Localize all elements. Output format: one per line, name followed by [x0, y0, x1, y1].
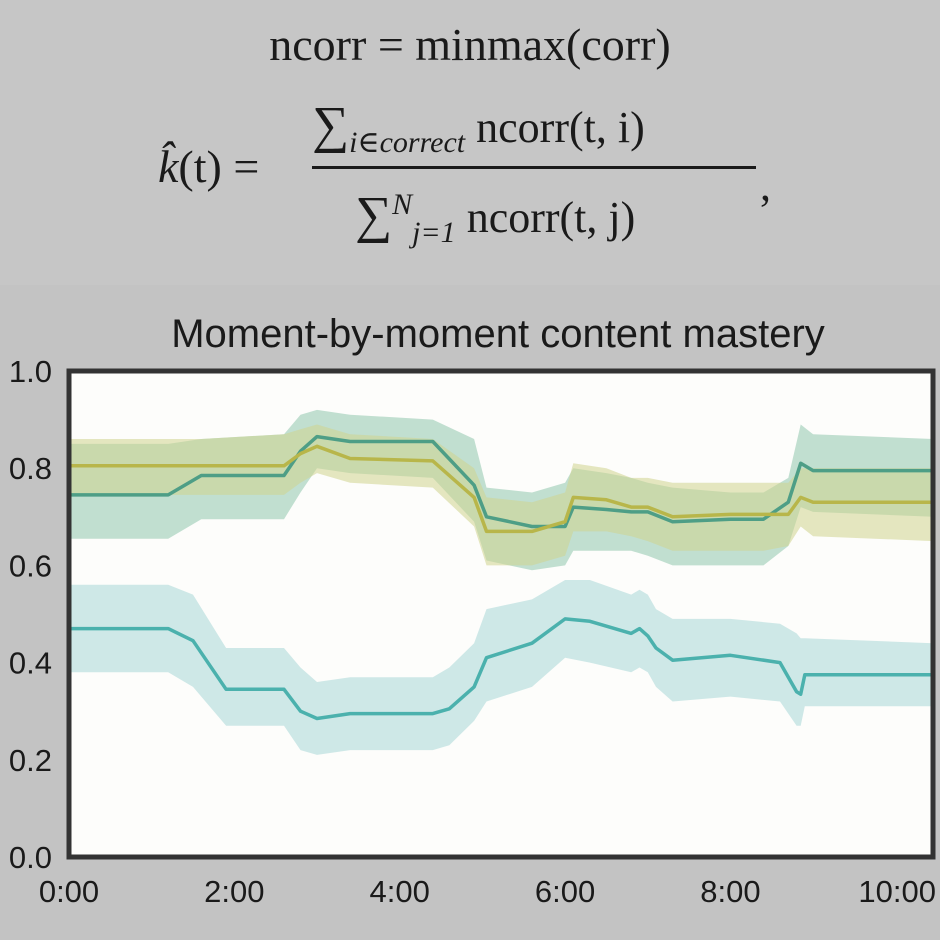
y-axis: 0.0 0.2 0.4 0.6 0.8 1.0	[9, 354, 52, 875]
numerator-body: ncorr(t, i)	[465, 103, 645, 152]
mastery-chart: Moment-by-moment content mastery 0.00.20…	[9, 312, 936, 909]
k-hat-symbol: k̂	[158, 141, 179, 192]
denominator-sum-superscript: N	[392, 188, 413, 221]
series-2-line	[69, 444, 933, 534]
x-tick-label: 10:00	[858, 874, 936, 909]
fraction-numerator: ∑i∈correct ncorr(t, i)	[312, 96, 762, 160]
y-tick-label: 0.8	[9, 451, 52, 486]
k-hat-args: (t) =	[178, 141, 260, 192]
y-tick-label: 0.2	[9, 743, 52, 778]
denominator-sum-symbol: ∑	[355, 187, 393, 244]
chart-title: Moment-by-moment content mastery	[171, 312, 825, 356]
y-tick-label: 0.6	[9, 548, 52, 583]
x-tick-label: 2:00	[204, 874, 264, 909]
fraction-bar	[312, 166, 756, 169]
series-lines	[69, 434, 933, 721]
x-tick-label: 6:00	[535, 874, 595, 909]
y-tick-label: 0.4	[9, 646, 52, 681]
equation-k-hat-lhs: k̂(t) =	[158, 140, 259, 193]
x-tick-label: 0:00	[39, 874, 99, 909]
series-2-band	[69, 424, 933, 566]
x-tick-label: 8:00	[700, 874, 760, 909]
plot-frame	[66, 368, 936, 860]
x-axis: 0:00 2:00 4:00 6:00 8:00 10:00	[39, 874, 936, 909]
y-tick-label: 0.0	[9, 840, 52, 875]
x-tick-label: 4:00	[370, 874, 430, 909]
numerator-sum-subscript: i∈correct	[349, 126, 466, 159]
series-3-band	[69, 580, 933, 755]
confidence-bands	[69, 409, 933, 755]
equation-comma: ,	[760, 161, 771, 210]
series-3-line	[69, 617, 933, 721]
fraction-denominator: ∑Nj=1 ncorr(t, j)	[355, 186, 755, 250]
denominator-body: ncorr(t, j)	[455, 193, 636, 242]
formula-panel: ncorr = minmax(corr) k̂(t) = ∑i∈correct …	[0, 0, 940, 285]
y-tick-label: 1.0	[9, 354, 52, 389]
equation-ncorr: ncorr = minmax(corr)	[269, 19, 671, 70]
denominator-sum-subscript: j=1	[412, 216, 456, 249]
numerator-sum-symbol: ∑	[312, 97, 350, 154]
